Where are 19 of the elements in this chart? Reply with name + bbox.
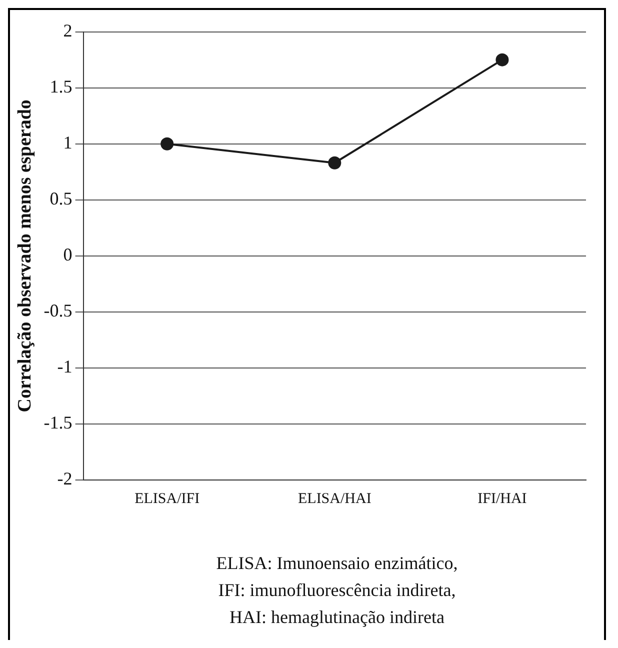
y-tick-label: 1: [63, 132, 72, 153]
y-tick-label: 1.5: [50, 76, 72, 97]
point: [160, 137, 174, 150]
text: HAI: hemaglutinação indireta: [228, 606, 446, 629]
point: [496, 53, 509, 66]
y-tick-label: 0: [63, 244, 72, 265]
text: IFI: imunofluorescência indireta,: [217, 579, 457, 602]
text: ELISA: Imunoensaio enzimático,: [215, 552, 459, 575]
y-tick-label: 2: [63, 20, 72, 41]
y-tick-label: -2: [57, 468, 72, 489]
y-tick-label: -1.5: [44, 412, 72, 433]
y-tick-label: 0.5: [50, 188, 72, 209]
y-tick-label: -0.5: [44, 300, 72, 321]
y-tick-label: -1: [57, 356, 72, 377]
x-tick-label: ELISA/IFI: [134, 490, 200, 507]
point: [328, 156, 342, 170]
y-axis-title: Correlação observado menos esperado: [14, 100, 36, 412]
x-tick-label: ELISA/HAI: [298, 490, 372, 507]
x-tick-label: IFI/HAI: [478, 490, 527, 507]
